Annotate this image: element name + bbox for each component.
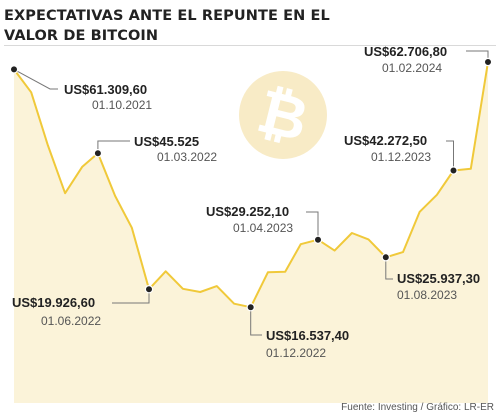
annotation-leader — [446, 140, 454, 171]
price-area — [14, 62, 488, 403]
data-point — [483, 57, 493, 67]
title-divider — [4, 45, 496, 46]
data-point — [381, 253, 390, 262]
value-label: US$61.309,60 — [64, 82, 147, 97]
date-label: 01.12.2023 — [371, 150, 431, 164]
date-label: 01.03.2022 — [157, 150, 217, 164]
data-point — [93, 148, 103, 158]
date-label: 01.08.2023 — [397, 288, 457, 302]
value-label: US$45.525 — [134, 134, 199, 149]
chart-title: EXPECTATIVAS ANTE EL REPUNTE EN EL VALOR… — [4, 8, 330, 44]
value-label: US$25.937,30 — [397, 271, 480, 286]
data-point — [144, 285, 154, 294]
data-point — [246, 303, 255, 312]
value-label: US$29.252,10 — [206, 204, 289, 219]
date-label: 01.12.2022 — [266, 346, 326, 360]
annotation-leader — [250, 307, 262, 336]
annotation-leader — [13, 68, 58, 90]
bitcoin-icon: ₿ — [239, 71, 327, 159]
value-label: US$62.706,80 — [364, 44, 447, 59]
date-label: 01.04.2023 — [233, 221, 293, 235]
value-label: US$16.537,40 — [266, 328, 349, 343]
data-point — [449, 166, 458, 175]
annotation-leader — [97, 140, 130, 154]
date-label: 01.06.2022 — [41, 314, 101, 328]
annotated-points — [9, 57, 493, 312]
value-label: US$19.926,60 — [12, 295, 95, 310]
value-label: US$42.272,50 — [344, 133, 427, 148]
source-credit: Fuente: Investing / Gráfico: LR-ER — [341, 402, 494, 413]
annotation-leader — [385, 257, 393, 280]
date-label: 01.10.2021 — [92, 98, 152, 112]
data-point — [9, 65, 19, 74]
annotation-leader — [112, 289, 150, 304]
data-point — [313, 235, 323, 244]
annotation-leader — [306, 211, 319, 240]
date-label: 01.02.2024 — [382, 61, 442, 75]
